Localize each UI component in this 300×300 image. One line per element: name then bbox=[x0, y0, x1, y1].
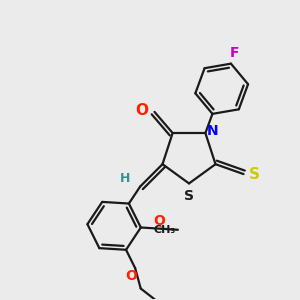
Text: O: O bbox=[135, 103, 148, 118]
Text: S: S bbox=[184, 189, 194, 203]
Text: S: S bbox=[249, 167, 260, 182]
Text: N: N bbox=[206, 124, 218, 138]
Text: O: O bbox=[125, 269, 137, 283]
Text: H: H bbox=[119, 172, 130, 185]
Text: O: O bbox=[153, 214, 165, 228]
Text: CH₃: CH₃ bbox=[154, 225, 176, 235]
Text: F: F bbox=[230, 46, 240, 60]
